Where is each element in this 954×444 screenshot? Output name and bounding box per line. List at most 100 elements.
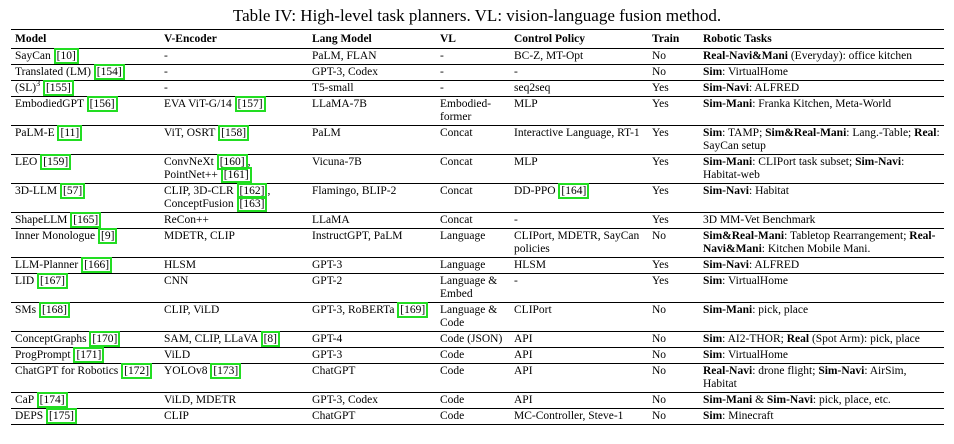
citation-link[interactable]: [173] [210, 363, 242, 379]
citation-link[interactable]: [164] [558, 183, 590, 199]
table-row: Translated (LM) [154] - GPT-3, Codex - - No Si… [11, 64, 944, 81]
citation-link[interactable]: [156] [86, 96, 118, 112]
cell-lang-model: GPT-3, Codex [308, 64, 436, 81]
citation-link[interactable]: [163] [236, 196, 268, 212]
task-env-label: Sim [703, 127, 723, 139]
cell-train: No [648, 392, 699, 409]
cell-model: Inner Monologue [9] [11, 228, 160, 258]
cell-v-encoder: YOLOv8 [173] [160, 363, 308, 393]
citation-link[interactable]: [175] [46, 408, 77, 424]
citation-link[interactable]: [174] [36, 392, 68, 408]
col-header-train: Train [648, 29, 699, 49]
cell-vl: Concat [436, 125, 510, 155]
cell-control-policy: API [510, 347, 648, 364]
header-row: Model V-Encoder Lang Model VL Control Po… [11, 29, 944, 49]
citation-link[interactable]: [161] [220, 167, 252, 183]
cell-v-encoder: CLIP, ViLD [160, 302, 308, 332]
cell-train: Yes [648, 154, 699, 184]
cell-lang-model: InstructGPT, PaLM [308, 228, 436, 258]
citation-link[interactable]: [169] [397, 302, 429, 318]
citation-link[interactable]: [154] [93, 64, 125, 80]
task-env-label: Real-Navi [703, 365, 753, 377]
cell-train: Yes [648, 96, 699, 126]
cell-control-policy: MLP [510, 154, 648, 184]
cell-train: Yes [648, 273, 699, 303]
task-env-label: Sim [703, 275, 723, 287]
table-row: DEPS [175] CLIP ChatGPT Code MC-Controller, … [11, 408, 944, 425]
cell-control-policy: BC-Z, MT-Opt [510, 48, 648, 65]
cell-train: Yes [648, 183, 699, 213]
citation-link[interactable]: [171] [73, 347, 105, 363]
citation-link[interactable]: [155] [42, 80, 74, 96]
cell-lang-model: GPT-3, RoBERTa [169] [308, 302, 436, 332]
task-env-label: Sim [703, 333, 723, 345]
cell-train: No [648, 64, 699, 81]
task-env-label: Sim-Mani [703, 98, 753, 110]
table-row: EmbodiedGPT [156] EVA ViT-G/14 [157] LLaMA… [11, 96, 944, 126]
citation-link[interactable]: [8] [260, 331, 281, 347]
col-header-lang-model: Lang Model [308, 29, 436, 49]
cell-train: No [648, 347, 699, 364]
citation-link[interactable]: [165] [70, 212, 102, 228]
table-row: LEO [159] ConvNeXt [160], PointNet++ [161… [11, 154, 944, 184]
cell-robotic-tasks: Sim: VirtualHome [699, 347, 944, 364]
citation-link[interactable]: [9] [98, 228, 118, 244]
cell-model: (SL)3 [155] [11, 79, 160, 97]
citation-link[interactable]: [166] [81, 257, 113, 273]
superscript: 3 [36, 79, 41, 89]
task-env-label: Real-Navi&Mani [703, 230, 936, 255]
cell-vl: Code [436, 363, 510, 393]
table-row: ProgPrompt [171] ViLD GPT-3 Code API No Sim: V… [11, 347, 944, 364]
cell-train: No [648, 48, 699, 65]
cell-train: Yes [648, 125, 699, 155]
cell-v-encoder: ViT, OSRT [158] [160, 125, 308, 155]
cell-model: SayCan [10] [11, 48, 160, 65]
citation-link[interactable]: [159] [40, 154, 72, 170]
citation-link[interactable]: [157] [234, 96, 266, 112]
cell-control-policy: API [510, 331, 648, 348]
table-row: LID [167] CNN GPT-2 Language & Embed - Yes Sim… [11, 273, 944, 303]
citation-link[interactable]: [160] [216, 154, 248, 170]
table-row: PaLM-E [11] ViT, OSRT [158] PaLM Concat Inte… [11, 125, 944, 155]
citation-link[interactable]: [172] [121, 363, 153, 379]
citation-link[interactable]: [57] [60, 183, 86, 199]
planner-table: Model V-Encoder Lang Model VL Control Po… [11, 29, 944, 425]
cell-lang-model: ChatGPT [308, 408, 436, 425]
cell-lang-model: GPT-4 [308, 331, 436, 348]
table-caption: Table IV: High-level task planners. VL: … [232, 6, 722, 25]
cell-train: No [648, 408, 699, 425]
cell-control-policy: HLSM [510, 257, 648, 274]
citation-link[interactable]: [10] [53, 48, 79, 64]
citation-link[interactable]: [170] [89, 331, 121, 347]
cell-train: Yes [648, 257, 699, 274]
col-header-v-encoder: V-Encoder [160, 29, 308, 49]
cell-robotic-tasks: Sim-Mani: CLIPort task subset; Sim-Navi:… [699, 154, 944, 184]
table-row: ShapeLLM [165] ReCon++ LLaMA Concat - Yes 3D M… [11, 212, 944, 229]
cell-vl: Embodied-former [436, 96, 510, 126]
cell-control-policy: MLP [510, 96, 648, 126]
cell-model: Translated (LM) [154] [11, 64, 160, 81]
cell-model: DEPS [175] [11, 408, 160, 425]
cell-train: No [648, 302, 699, 332]
cell-v-encoder: HLSM [160, 257, 308, 274]
cell-model: ChatGPT for Robotics [172] [11, 363, 160, 393]
cell-v-encoder: - [160, 64, 308, 81]
citation-link[interactable]: [11] [57, 125, 83, 141]
citation-link[interactable]: [162] [236, 183, 268, 199]
cell-robotic-tasks: Real-Navi: drone flight; Sim-Navi: AirSi… [699, 363, 944, 393]
col-header-model: Model [11, 29, 160, 49]
cell-robotic-tasks: Sim&Real-Mani: Tabletop Rearrangement; R… [699, 228, 944, 258]
cell-robotic-tasks: Sim: VirtualHome [699, 64, 944, 81]
citation-link[interactable]: [167] [37, 273, 68, 289]
cell-lang-model: T5-small [308, 80, 436, 97]
cell-vl: Concat [436, 154, 510, 184]
task-env-label: Sim-Navi [818, 365, 865, 377]
cell-vl: Language [436, 228, 510, 258]
citation-link[interactable]: [168] [38, 302, 70, 318]
cell-lang-model: GPT-3, Codex [308, 392, 436, 409]
table-row: SayCan [10] - PaLM, FLAN - BC-Z, MT-Opt No Rea… [11, 48, 944, 65]
citation-link[interactable]: [158] [218, 125, 250, 141]
cell-lang-model: GPT-3 [308, 257, 436, 274]
cell-lang-model: ChatGPT [308, 363, 436, 393]
cell-v-encoder: CLIP [160, 408, 308, 425]
